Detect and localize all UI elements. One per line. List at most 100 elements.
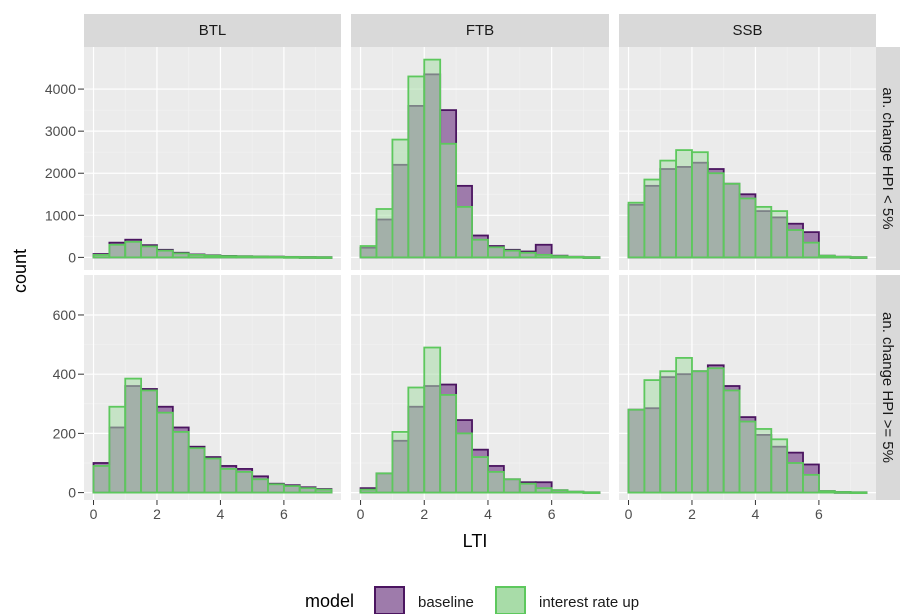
bar-interest-rate-up [156,249,174,259]
bar-interest-rate-up [455,205,473,259]
row-strip-label-2: an. change HPI >= 5% [879,312,896,463]
bar-interest-rate-up [219,468,238,494]
bar-interest-rate-up [833,491,852,494]
legend: model baseline interest rate up [305,586,639,614]
bar-interest-rate-up [282,256,301,259]
bar-interest-rate-up [502,478,521,494]
bar-interest-rate-up [738,420,757,494]
x-tick-label: 4 [752,506,760,522]
bar-interest-rate-up [439,394,458,494]
y-tick-label: 200 [53,425,77,441]
bar-interest-rate-up [203,254,222,259]
row-strip-label-1: an. change HPI < 5% [879,87,896,229]
bar-interest-rate-up [518,482,537,494]
bar-interest-rate-up [802,241,820,259]
bar-interest-rate-up [171,252,190,259]
bar-interest-rate-up [802,473,820,494]
strip-label-btl: BTL [199,22,227,39]
x-tick-label: 6 [280,506,288,522]
x-tick-label: 0 [90,506,98,522]
bar-interest-rate-up [298,487,317,494]
bar-interest-rate-up [534,487,553,494]
bar-interest-rate-up [627,201,646,259]
bar-interest-rate-up [251,478,269,494]
bar-interest-rate-up [566,255,585,259]
bar-interest-rate-up [550,255,569,259]
bar-interest-rate-up [817,254,836,259]
bar-interest-rate-up [156,411,174,494]
bar-interest-rate-up [706,367,725,494]
bar-interest-rate-up [849,491,868,495]
strip-label-ssb: SSB [732,22,762,39]
bar-interest-rate-up [219,255,238,259]
bar-interest-rate-up [108,405,127,494]
bar-interest-rate-up [235,255,254,259]
row-strip-2 [876,275,900,500]
legend-label-interest-rate-up: interest rate up [539,594,639,611]
y-axis-title: count [10,249,30,293]
bar-interest-rate-up [235,470,254,494]
bar-interest-rate-up [833,255,852,259]
bar-interest-rate-up [550,489,569,494]
legend-key-interest-rate-up [495,586,526,614]
bar-interest-rate-up [643,379,662,494]
y-tick-label: 3000 [45,123,76,139]
y-tick-label: 0 [68,485,76,501]
bar-interest-rate-up [817,490,836,494]
bar-interest-rate-up [359,245,378,259]
x-tick-label: 4 [484,506,492,522]
bar-interest-rate-up [691,151,709,259]
strip-ftb [351,14,609,47]
bar-interest-rate-up [124,377,143,494]
x-tick-label: 4 [217,506,225,522]
bar-interest-rate-up [92,253,111,259]
bar-interest-rate-up [140,245,158,259]
panel-btl-row-2 [84,275,341,500]
x-tick-label: 2 [153,506,161,522]
bar-interest-rate-up [502,249,521,259]
bar-interest-rate-up [375,472,394,494]
bar-interest-rate-up [407,386,426,494]
bar-interest-rate-up [359,488,378,494]
panel-background [84,47,341,270]
bar-interest-rate-up [314,256,333,259]
bar-interest-rate-up [706,172,725,259]
bar-interest-rate-up [187,447,206,494]
bar-interest-rate-up [267,255,285,259]
x-tick-label: 2 [688,506,696,522]
bar-interest-rate-up [314,488,333,494]
legend-key-baseline [374,586,405,614]
x-tick-label: 0 [625,506,633,522]
row-strip-1 [876,47,900,270]
bar-interest-rate-up [487,246,505,259]
bar-interest-rate-up [487,470,505,494]
bar-interest-rate-up [786,462,804,494]
y-tick-label: 2000 [45,165,76,181]
bar-interest-rate-up [627,408,646,494]
bar-interest-rate-up [282,485,301,494]
bar-interest-rate-up [203,457,222,494]
bar-interest-rate-up [187,253,206,259]
y-tick-label: 600 [53,307,77,323]
bar-interest-rate-up [267,483,285,494]
bar-interest-rate-up [722,389,741,494]
bar-interest-rate-up [439,142,458,259]
bar-interest-rate-up [391,138,410,259]
bar-interest-rate-up [124,240,143,259]
x-tick-label: 2 [420,506,428,522]
strip-ssb [619,14,876,47]
x-tick-label: 6 [548,506,556,522]
bar-interest-rate-up [675,356,693,494]
bar-interest-rate-up [423,346,442,494]
panel-ssb-row-1 [619,47,876,270]
bar-interest-rate-up [471,456,489,494]
bar-interest-rate-up [534,253,553,259]
x-tick-label: 0 [357,506,365,522]
y-tick-label: 4000 [45,81,76,97]
legend-label-baseline: baseline [418,594,474,611]
bar-interest-rate-up [691,370,709,494]
panel-btl-row-1 [84,47,341,270]
bar-interest-rate-up [659,370,678,494]
